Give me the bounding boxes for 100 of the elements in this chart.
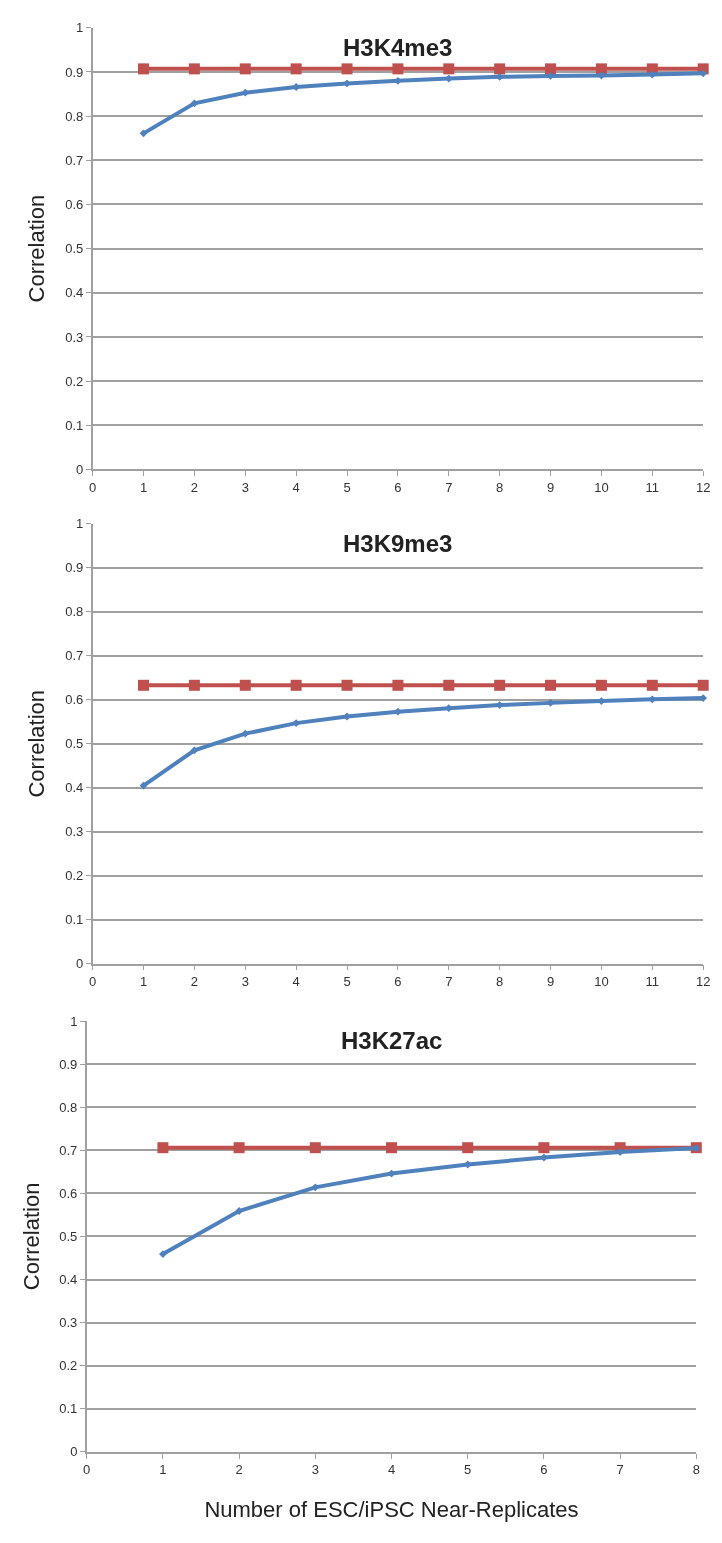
point bbox=[538, 1142, 550, 1154]
point bbox=[290, 63, 302, 75]
y-tick-label: 0.2 bbox=[65, 868, 84, 884]
point bbox=[311, 1183, 320, 1192]
x-tick-label: 10 bbox=[594, 479, 609, 495]
y-tick-label: 1 bbox=[70, 1013, 78, 1029]
point bbox=[646, 679, 658, 691]
y-axis-title: Correlation bbox=[24, 689, 50, 798]
y-tick-label: 0 bbox=[76, 462, 84, 478]
point bbox=[343, 79, 351, 88]
y-tick-label: 0.4 bbox=[59, 1272, 78, 1288]
x-tick-label: 10 bbox=[594, 973, 609, 989]
point bbox=[494, 63, 506, 75]
x-tick-label: 4 bbox=[292, 973, 300, 989]
x-tick-label: 3 bbox=[241, 479, 249, 495]
x-tick-label: 1 bbox=[139, 973, 148, 989]
y-tick-label: 1 bbox=[76, 516, 84, 532]
point bbox=[540, 1153, 548, 1162]
y-tick-label: 0 bbox=[76, 956, 84, 972]
point bbox=[188, 63, 200, 75]
x-tick-label: 11 bbox=[645, 973, 660, 989]
y-tick-label: 0.9 bbox=[65, 560, 84, 576]
point bbox=[394, 707, 402, 716]
x-tick-label: 6 bbox=[394, 479, 402, 495]
y-tick-label: 0.2 bbox=[65, 373, 84, 389]
y-tick-label: 0.1 bbox=[65, 417, 84, 433]
point bbox=[462, 1142, 474, 1154]
point bbox=[290, 679, 302, 691]
point bbox=[309, 1142, 321, 1154]
x-tick-label: 7 bbox=[445, 479, 453, 495]
y-tick-label: 0.5 bbox=[59, 1228, 78, 1244]
point bbox=[394, 76, 402, 85]
x-tick-label: 7 bbox=[616, 1462, 624, 1478]
x-tick-label: 6 bbox=[540, 1462, 548, 1478]
y-tick-label: 0.7 bbox=[59, 1142, 78, 1158]
y-tick-label: 0.7 bbox=[65, 648, 84, 664]
x-tick-label: 12 bbox=[695, 973, 711, 989]
point bbox=[190, 746, 199, 755]
x-tick-label: 9 bbox=[546, 479, 555, 495]
x-tick-label: 4 bbox=[387, 1462, 396, 1478]
chart-title: H3K4me3 bbox=[343, 34, 453, 61]
x-tick-label: 9 bbox=[546, 973, 555, 989]
y-tick-label: 0.2 bbox=[59, 1358, 78, 1374]
point bbox=[443, 679, 455, 691]
x-axis-title: Number of ESC/iPSC Near-Replicates bbox=[204, 1496, 579, 1522]
y-tick-label: 0.8 bbox=[65, 108, 84, 124]
y-tick-label: 0.4 bbox=[65, 285, 84, 301]
point bbox=[595, 679, 607, 691]
x-tick-label: 0 bbox=[89, 973, 97, 989]
x-tick-label: 8 bbox=[496, 479, 504, 495]
point bbox=[392, 679, 404, 691]
y-tick-label: 0.9 bbox=[65, 64, 84, 80]
point bbox=[595, 63, 607, 75]
y-tick-label: 0.6 bbox=[65, 197, 84, 213]
point bbox=[159, 1250, 167, 1258]
point bbox=[341, 63, 353, 75]
x-tick-label: 2 bbox=[190, 479, 199, 495]
point bbox=[545, 63, 557, 75]
point bbox=[341, 679, 353, 691]
x-tick-label: 12 bbox=[695, 479, 711, 495]
y-tick-label: 0.1 bbox=[59, 1401, 78, 1417]
y-tick-label: 0.3 bbox=[59, 1315, 78, 1331]
point bbox=[188, 679, 200, 691]
point bbox=[386, 1142, 397, 1154]
point bbox=[190, 99, 199, 108]
y-tick-label: 1 bbox=[76, 20, 84, 36]
point bbox=[157, 1142, 169, 1154]
x-tick-label: 8 bbox=[692, 1462, 700, 1478]
x-tick-label: 7 bbox=[445, 973, 453, 989]
point bbox=[697, 679, 709, 691]
point bbox=[545, 679, 557, 691]
y-tick-label: 0.8 bbox=[65, 604, 84, 620]
point bbox=[233, 1142, 245, 1154]
y-tick-label: 0.3 bbox=[65, 329, 84, 345]
x-tick-label: 5 bbox=[464, 1462, 472, 1478]
x-tick-label: 4 bbox=[292, 479, 300, 495]
x-tick-label: 8 bbox=[496, 973, 504, 989]
y-tick-label: 0.3 bbox=[65, 824, 84, 840]
y-tick-label: 0.4 bbox=[65, 780, 84, 796]
y-axis-title: Correlation bbox=[24, 194, 50, 303]
y-tick-label: 0.7 bbox=[65, 152, 84, 168]
y-tick-label: 0.5 bbox=[65, 736, 84, 752]
point bbox=[343, 712, 351, 721]
y-tick-label: 0.8 bbox=[59, 1099, 78, 1115]
point bbox=[138, 63, 150, 75]
y-tick-label: 0.5 bbox=[65, 241, 84, 257]
x-tick-label: 2 bbox=[235, 1462, 243, 1478]
x-tick-label: 2 bbox=[190, 973, 199, 989]
x-tick-label: 3 bbox=[311, 1462, 319, 1478]
chart-title: H3K27ac bbox=[341, 1027, 443, 1054]
x-tick-label: 3 bbox=[241, 973, 249, 989]
point bbox=[494, 679, 506, 691]
point bbox=[239, 679, 251, 691]
y-tick-label: 0.6 bbox=[59, 1185, 78, 1201]
x-tick-label: 1 bbox=[139, 479, 148, 495]
y-tick-label: 0.6 bbox=[65, 692, 84, 708]
y-tick-label: 0.1 bbox=[65, 912, 84, 928]
point bbox=[139, 129, 148, 138]
y-tick-label: 0.9 bbox=[59, 1056, 78, 1072]
x-tick-label: 6 bbox=[394, 973, 402, 989]
